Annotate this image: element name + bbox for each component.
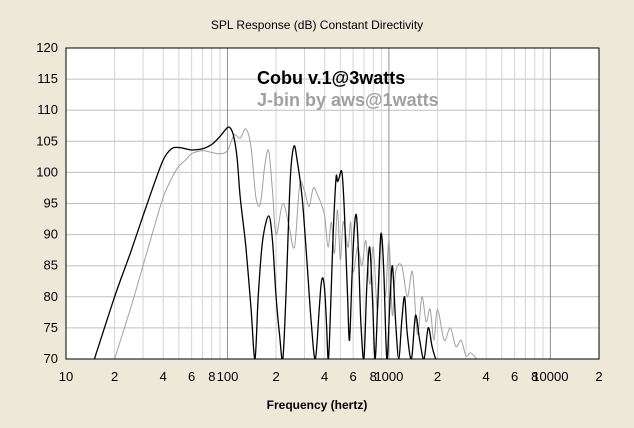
y-tick-label: 105	[36, 133, 58, 148]
legend-entry-jbin: J-bin by aws@1watts	[257, 90, 439, 110]
y-tick-label: 100	[36, 164, 58, 179]
y-tick-label: 120	[36, 40, 58, 55]
y-tick-label: 115	[37, 71, 58, 86]
x-tick-label: 8	[370, 369, 377, 384]
x-tick-label: 6	[188, 369, 195, 384]
y-tick-labels: 70 75 80 85 90 95 100 105 110 115 120	[36, 40, 58, 366]
legend-entry-cobu: Cobu v.1@3watts	[257, 68, 405, 88]
x-tick-label: 6	[511, 369, 518, 384]
x-tick-label: 2	[272, 369, 279, 384]
series-line-jbin	[114, 128, 478, 359]
series-layer	[93, 126, 478, 359]
x-axis-label: Frequency (hertz)	[267, 398, 368, 412]
x-tick-label: 8	[208, 369, 215, 384]
x-tick-label: 4	[321, 369, 328, 384]
y-tick-label: 70	[44, 351, 58, 366]
x-tick-label: 2	[434, 369, 441, 384]
y-tick-label: 95	[44, 196, 58, 211]
y-tick-label: 85	[44, 258, 58, 273]
x-tick-label: 4	[483, 369, 490, 384]
series-line-cobu	[93, 126, 439, 359]
x-tick-label: 2	[111, 369, 118, 384]
y-tick-label: 75	[44, 320, 58, 335]
y-tick-label: 90	[44, 227, 58, 242]
y-tick-label: 110	[37, 102, 58, 117]
y-tick-label: 80	[44, 289, 58, 304]
x-tick-label: 10	[59, 369, 73, 384]
x-tick-label: 4	[160, 369, 167, 384]
plot-border	[65, 47, 600, 360]
x-tick-label: 6	[349, 369, 356, 384]
x-tick-label: 1000	[374, 369, 403, 384]
chart-title: SPL Response (dB) Constant Directivity	[211, 18, 423, 32]
x-tick-label: 8	[531, 369, 538, 384]
x-tick-label: 100	[217, 369, 239, 384]
x-tick-label: 10000	[532, 369, 568, 384]
x-tick-label: 2	[595, 369, 602, 384]
